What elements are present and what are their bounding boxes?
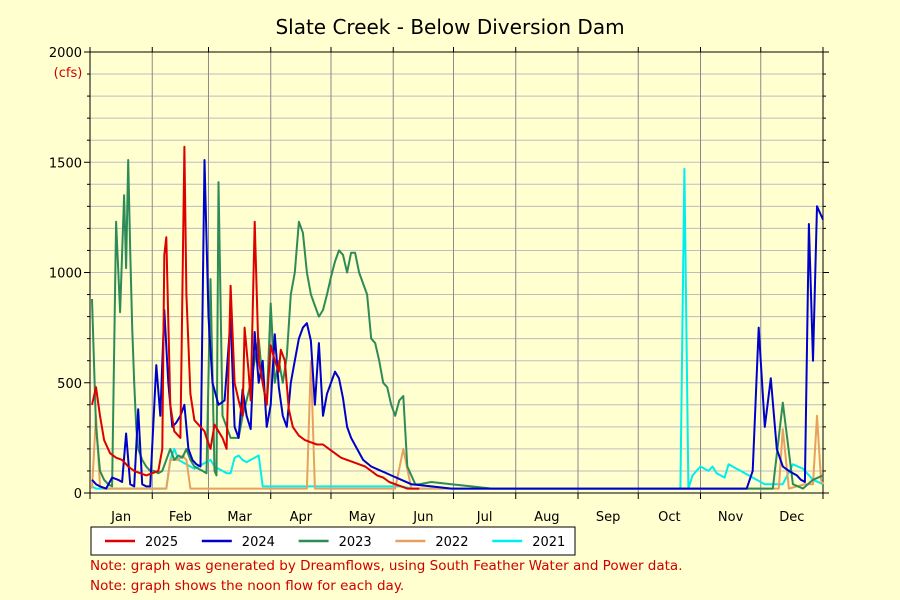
x-tick-label: Feb: [169, 510, 192, 525]
x-axis-tick-labels: Jan Feb Mar Apr May Jun Jul Aug Sep Oct Nov Dec: [110, 510, 804, 525]
x-tick-label: May: [349, 510, 376, 525]
legend: 2025 2024 2023 2022 2021: [90, 526, 576, 556]
note-noon-flow: Note: graph shows the noon flow for each…: [90, 578, 405, 594]
axis-ticks: [84, 47, 829, 499]
y-tick-label: 1000: [49, 267, 82, 282]
legend-label: 2022: [435, 535, 468, 550]
y-tick-label: 2000: [49, 46, 82, 61]
x-tick-label: Nov: [718, 510, 744, 525]
x-tick-label: Jun: [412, 510, 433, 525]
y-tick-label: 0: [74, 487, 82, 502]
series-line-2023: [91, 159, 824, 490]
legend-label: 2023: [339, 535, 372, 550]
series-layer: [91, 145, 824, 490]
y-tick-label: 1500: [49, 156, 82, 171]
y-axis-units-label: (cfs): [54, 66, 83, 81]
x-tick-label: Aug: [534, 510, 559, 525]
series-line-2024: [91, 159, 824, 490]
x-tick-label: Dec: [779, 510, 804, 525]
y-axis-tick-labels: 0 500 1000 1500 2000: [49, 46, 82, 502]
chart-title: Slate Creek - Below Diversion Dam: [275, 15, 624, 39]
x-tick-label: Oct: [658, 510, 680, 525]
x-tick-label: Jan: [110, 510, 131, 525]
x-tick-label: Sep: [596, 510, 621, 525]
legend-label: 2021: [532, 535, 565, 550]
series-line-2025: [91, 145, 420, 490]
x-tick-label: Jul: [476, 510, 493, 525]
legend-label: 2025: [145, 535, 178, 550]
legend-label: 2024: [242, 535, 275, 550]
x-tick-label: Apr: [290, 510, 313, 525]
x-tick-label: Mar: [227, 510, 252, 525]
y-tick-label: 500: [57, 377, 82, 392]
note-source: Note: graph was generated by Dreamflows,…: [90, 558, 683, 574]
series-line-2021: [91, 167, 824, 490]
